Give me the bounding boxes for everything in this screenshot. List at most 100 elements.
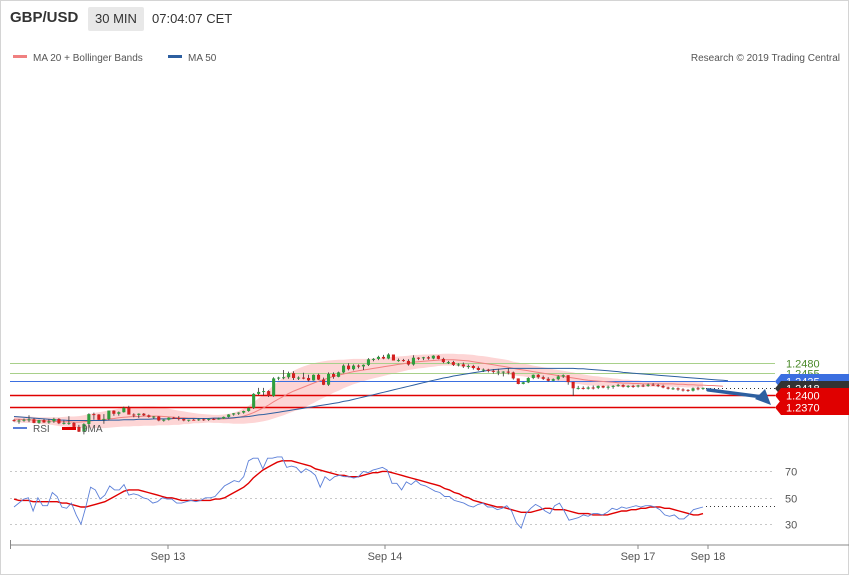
candle-body	[12, 420, 16, 422]
candle-body	[511, 372, 515, 379]
candle-body	[137, 413, 141, 415]
timeframe-button[interactable]: 30 MIN	[88, 7, 144, 31]
candle-body	[581, 387, 585, 389]
candle	[406, 359, 410, 366]
moving-averages	[13, 359, 729, 423]
candle-body	[406, 360, 410, 365]
candle	[167, 417, 171, 421]
candle	[631, 384, 635, 388]
candle-body	[162, 419, 166, 421]
candle	[566, 375, 570, 385]
candle-body	[451, 362, 455, 365]
candle-body	[92, 414, 96, 416]
candle-body	[616, 385, 620, 387]
candle	[651, 383, 655, 386]
candle-body	[626, 385, 630, 387]
candle-body	[312, 374, 316, 381]
candle-body	[476, 368, 480, 370]
candle-body	[391, 354, 395, 361]
candle-body	[192, 419, 196, 421]
bollinger-band-area	[14, 353, 703, 429]
candle	[17, 419, 21, 424]
candle-body	[681, 389, 685, 391]
candle-body	[531, 374, 535, 378]
candle-body	[337, 372, 341, 377]
candle-body	[237, 412, 241, 414]
candle-body	[167, 417, 171, 420]
candle	[202, 418, 206, 421]
candle	[77, 424, 81, 432]
candle	[197, 418, 201, 421]
candle-body	[152, 416, 156, 418]
candle-body	[52, 418, 56, 422]
candle-body	[396, 360, 400, 362]
candle	[501, 371, 505, 377]
rsi-legend: RSI 9MA	[13, 424, 103, 435]
candle	[676, 387, 680, 391]
candle-body	[22, 419, 26, 421]
candle-body	[227, 414, 231, 417]
candle-body	[441, 358, 445, 363]
candle	[132, 413, 136, 418]
candle-body	[277, 377, 281, 379]
candle	[347, 363, 351, 371]
candle-body	[207, 418, 211, 420]
resistance-label: 1.2480	[786, 359, 820, 371]
candle	[332, 372, 336, 379]
candle-body	[371, 358, 375, 360]
candle	[207, 418, 211, 421]
candle	[247, 407, 251, 412]
candle-body	[421, 357, 425, 359]
candle	[37, 419, 41, 424]
candle	[506, 368, 510, 375]
candle	[541, 375, 545, 380]
candle-body	[297, 377, 301, 379]
candle	[157, 416, 161, 422]
candle-body	[526, 378, 530, 383]
candle-body	[47, 421, 51, 423]
candle-body	[282, 377, 286, 379]
ma50-legend-label: MA 50	[188, 53, 217, 64]
candle	[282, 370, 286, 380]
candle	[561, 374, 565, 378]
candle-body	[247, 407, 251, 411]
candle	[431, 355, 435, 360]
candle	[312, 374, 316, 381]
candle-body	[696, 388, 700, 390]
candle	[12, 419, 16, 422]
candle	[701, 387, 705, 390]
candle-body	[347, 365, 351, 370]
candle-body	[87, 414, 91, 424]
candle-body	[481, 369, 485, 371]
candle	[536, 374, 540, 379]
candle	[396, 358, 400, 362]
rsi-lines	[13, 456, 704, 529]
candle	[391, 354, 395, 361]
candle-body	[217, 418, 221, 420]
candle-body	[431, 355, 435, 359]
candle-body	[122, 407, 126, 413]
rsi-ma-legend-label: 9MA	[82, 424, 103, 435]
candle	[476, 366, 480, 371]
candle-body	[97, 414, 101, 420]
candle-body	[541, 377, 545, 379]
candle-body	[32, 419, 36, 423]
candle	[52, 417, 56, 423]
candle	[671, 387, 675, 390]
candle	[277, 376, 281, 381]
candle-body	[177, 418, 181, 420]
candle	[32, 418, 36, 424]
candle-body	[127, 407, 131, 415]
candle-body	[112, 410, 116, 414]
candle-body	[82, 424, 86, 432]
candle	[521, 381, 525, 385]
candle-body	[446, 362, 450, 364]
candle	[446, 360, 450, 364]
bollinger-bands	[14, 353, 703, 429]
candle	[471, 364, 475, 370]
candle	[87, 413, 91, 426]
price-badge-label: 1.2370	[786, 403, 820, 415]
candle	[192, 418, 196, 421]
candle	[381, 354, 385, 360]
candle	[162, 419, 166, 422]
